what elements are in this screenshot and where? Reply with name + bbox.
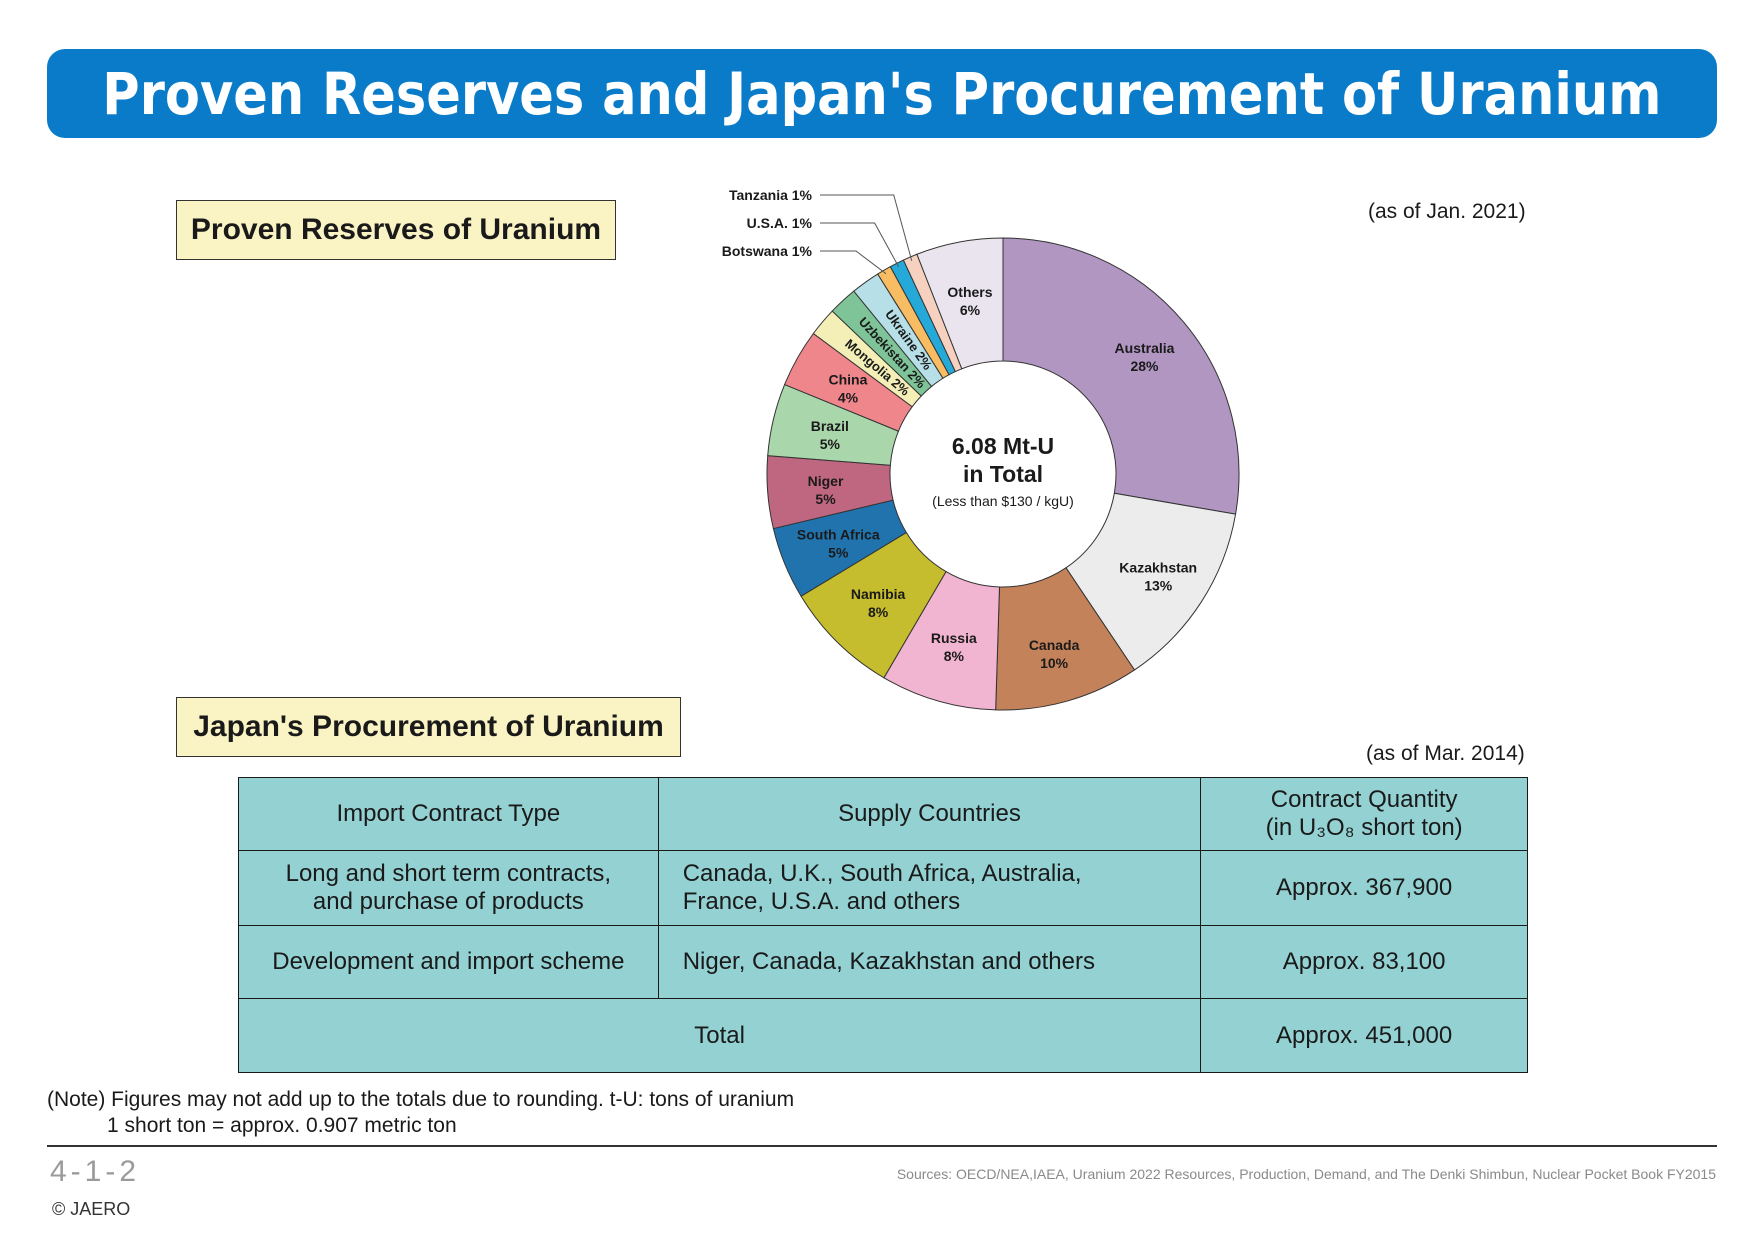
leader-line-botswana bbox=[820, 250, 887, 275]
row2-contract-type: Development and import scheme bbox=[238, 925, 659, 999]
table-header-row: Import Contract Type Supply Countries Co… bbox=[238, 777, 1528, 851]
leader-line-u-s-a bbox=[820, 222, 900, 268]
total-quantity: Approx. 451,000 bbox=[1200, 998, 1528, 1073]
slice-label-botswana: Botswana 1% bbox=[722, 243, 813, 259]
pie-slice-others bbox=[916, 237, 1004, 370]
header-contract-type: Import Contract Type bbox=[238, 777, 659, 851]
procurement-as-of: (as of Mar. 2014) bbox=[1366, 742, 1525, 765]
slice-value-namibia: 8% bbox=[868, 604, 889, 620]
page-number: 4-1-2 bbox=[50, 1155, 141, 1188]
slice-value-niger: 5% bbox=[815, 491, 836, 507]
note-line2: 1 short ton = approx. 0.907 metric ton bbox=[107, 1113, 457, 1137]
row2-quantity: Approx. 83,100 bbox=[1200, 925, 1528, 999]
slice-label-others: Others bbox=[947, 284, 992, 300]
slice-label-brazil: Brazil bbox=[811, 418, 849, 434]
table-row: Long and short term contracts, and purch… bbox=[238, 850, 1528, 926]
slice-label-canada: Canada bbox=[1029, 637, 1080, 653]
header-supply-countries: Supply Countries bbox=[657, 777, 1202, 851]
page-title: Proven Reserves and Japan's Procurement … bbox=[102, 59, 1662, 128]
slice-label-niger: Niger bbox=[808, 473, 844, 489]
slice-label-kazakhstan: Kazakhstan bbox=[1119, 560, 1197, 576]
slice-label-tanzania: Tanzania 1% bbox=[729, 187, 813, 203]
slice-value-russia: 8% bbox=[944, 648, 965, 664]
slice-label-australia: Australia bbox=[1115, 340, 1175, 356]
donut-center-in-total: in Total bbox=[963, 461, 1043, 487]
row1-contract-type: Long and short term contracts, and purch… bbox=[238, 850, 659, 926]
reserves-section-heading: Proven Reserves of Uranium bbox=[176, 200, 616, 260]
header-contract-quantity: Contract Quantity (in U₃O₈ short ton) bbox=[1200, 777, 1528, 851]
table-total-row: Total Approx. 451,000 bbox=[237, 998, 1528, 1073]
slice-value-kazakhstan: 13% bbox=[1144, 578, 1173, 594]
donut-center-subtext: (Less than $130 / kgU) bbox=[932, 493, 1074, 509]
slice-value-australia: 28% bbox=[1130, 358, 1159, 374]
footer-divider bbox=[47, 1145, 1717, 1147]
row1-type-line2: and purchase of products bbox=[312, 888, 584, 915]
row1-countries-line2: France, U.S.A. and others bbox=[682, 888, 961, 915]
donut-center-total: 6.08 Mt-U bbox=[952, 433, 1054, 459]
note-line1: (Note) Figures may not add up to the tot… bbox=[47, 1088, 795, 1111]
row2-supply-countries: Niger, Canada, Kazakhstan and others bbox=[657, 925, 1202, 999]
sources-text: Sources: OECD/NEA,IAEA, Uranium 2022 Res… bbox=[896, 1166, 1716, 1182]
slice-value-china: 4% bbox=[838, 390, 859, 406]
slice-label-russia: Russia bbox=[931, 630, 977, 646]
leader-line-tanzania bbox=[820, 194, 913, 261]
reserves-as-of: (as of Jan. 2021) bbox=[1368, 200, 1526, 223]
row1-quantity: Approx. 367,900 bbox=[1200, 850, 1528, 926]
procurement-table: Import Contract Type Supply Countries Co… bbox=[237, 777, 1528, 1073]
pie-slice-australia bbox=[1002, 237, 1240, 515]
total-label: Total bbox=[237, 998, 1202, 1073]
slice-value-brazil: 5% bbox=[820, 436, 841, 452]
slice-label-namibia: Namibia bbox=[851, 586, 906, 602]
slice-value-canada: 10% bbox=[1040, 655, 1069, 671]
slice-label-south-africa: South Africa bbox=[797, 526, 880, 542]
slice-value-others: 6% bbox=[960, 302, 981, 318]
table-row: Development and import scheme Niger, Can… bbox=[238, 925, 1528, 999]
row1-supply-countries: Canada, U.K., South Africa, Australia, F… bbox=[657, 850, 1202, 926]
slice-label-u-s-a: U.S.A. 1% bbox=[747, 215, 813, 231]
title-banner: Proven Reserves and Japan's Procurement … bbox=[47, 49, 1717, 138]
row1-countries-line1: Canada, U.K., South Africa, Australia, bbox=[682, 860, 1082, 888]
slice-value-south-africa: 5% bbox=[828, 544, 849, 560]
copyright-text: © JAERO bbox=[52, 1199, 131, 1219]
header-quantity-line2: (in U₃O₈ short ton) bbox=[1265, 814, 1463, 841]
procurement-section-heading: Japan's Procurement of Uranium bbox=[176, 697, 681, 757]
header-quantity-line1: Contract Quantity bbox=[1270, 786, 1458, 814]
footnote: (Note) Figures may not add up to the tot… bbox=[47, 1087, 794, 1138]
slice-label-china: China bbox=[828, 372, 867, 388]
row1-type-line1: Long and short term contracts, bbox=[285, 860, 612, 888]
